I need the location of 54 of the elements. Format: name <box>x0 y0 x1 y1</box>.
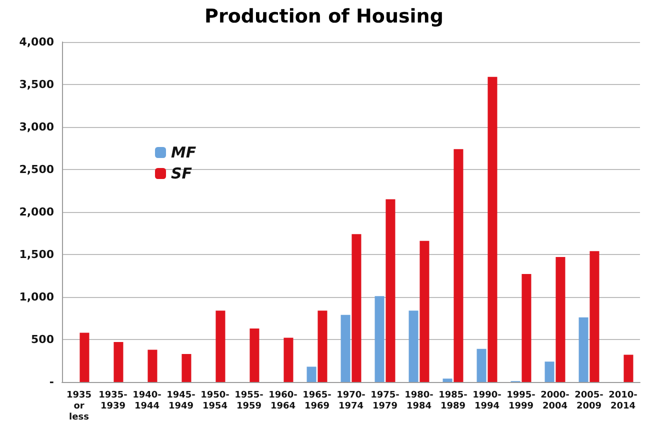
y-tick-label: 3,500 <box>19 78 54 91</box>
x-tick-label: 1945-1949 <box>166 390 196 412</box>
bar <box>80 332 90 382</box>
bar <box>250 328 260 382</box>
x-tick-label: 1960-1964 <box>268 390 298 412</box>
bar <box>306 366 316 382</box>
bar <box>590 251 600 382</box>
x-tick-label: 1940-1944 <box>132 390 162 412</box>
bar <box>386 199 396 382</box>
bar <box>454 149 464 382</box>
bar <box>556 257 566 382</box>
y-tick-label: 2,000 <box>19 206 54 218</box>
bar <box>182 354 192 382</box>
chart-title: Production of Housing <box>204 6 444 28</box>
x-tick-label: 2005-2009 <box>574 390 604 412</box>
y-tick-label: 500 <box>31 333 54 346</box>
bar <box>284 338 294 382</box>
x-tick-label: 1995-1999 <box>506 390 536 412</box>
y-tick-label: 1,000 <box>19 290 54 304</box>
x-tick-label: 1965-1969 <box>302 390 332 412</box>
bar <box>624 354 634 382</box>
bar <box>374 296 384 382</box>
y-tick-label: 1,500 <box>19 248 54 261</box>
bar <box>352 234 362 382</box>
bar <box>114 342 124 382</box>
bar <box>216 310 226 382</box>
y-tick-label: 3,000 <box>19 120 54 134</box>
y-tick-label: - <box>49 376 54 388</box>
bar <box>578 317 588 382</box>
bar <box>476 348 486 382</box>
x-tick-label: 1985-1989 <box>438 390 468 412</box>
legend-label: SF <box>171 164 193 182</box>
x-tick-label: 1955-1959 <box>234 390 264 412</box>
bar <box>522 274 532 382</box>
x-tick-label: 2010-2014 <box>608 390 638 412</box>
bar <box>544 362 554 382</box>
bar <box>488 76 498 382</box>
y-tick-label: 2,500 <box>19 163 54 176</box>
bar <box>408 310 418 382</box>
x-tick-label: 1935 or less <box>66 390 92 422</box>
x-tick-label: 1975-1979 <box>370 390 400 412</box>
x-tick-label: 1980-1984 <box>404 390 434 412</box>
x-tick-label: 1970-1974 <box>336 390 366 412</box>
x-tick-label: 1935-1939 <box>98 390 128 412</box>
y-tick-label: 4,000 <box>19 36 54 48</box>
bar <box>148 350 158 382</box>
bar <box>420 240 430 382</box>
x-tick-label: 1950-1954 <box>200 390 230 412</box>
bar <box>340 314 350 382</box>
legend-label: MF <box>171 144 197 162</box>
bar <box>442 378 452 382</box>
bar <box>318 310 328 382</box>
x-tick-label: 2000-2004 <box>540 390 570 412</box>
x-tick-label: 1990-1994 <box>472 390 502 412</box>
